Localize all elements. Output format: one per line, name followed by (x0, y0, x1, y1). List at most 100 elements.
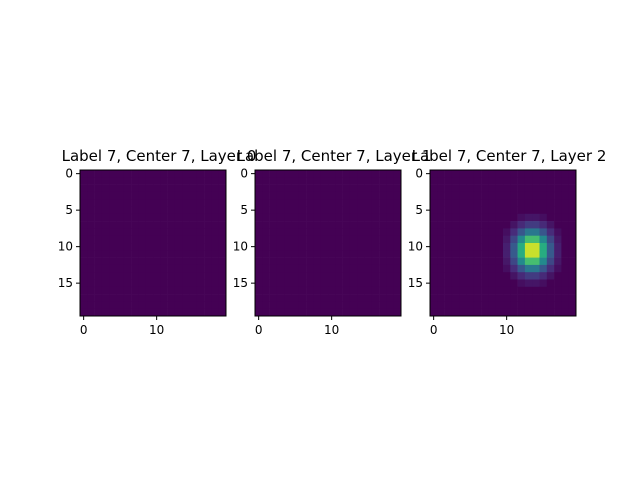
heatmap-cell (517, 177, 526, 185)
heatmap-cell (335, 286, 343, 295)
heatmap-cell (138, 301, 146, 309)
heatmap-cell (393, 199, 402, 207)
heatmap-cell (101, 279, 110, 288)
heatmap-cell (94, 177, 103, 185)
heatmap-cell (160, 257, 168, 266)
heatmap-cell (554, 272, 562, 280)
heatmap-cell (320, 294, 329, 302)
heatmap-cell (371, 177, 380, 185)
heatmap-cell (335, 191, 343, 200)
heatmap-cell (342, 199, 351, 207)
heatmap-cell (211, 301, 219, 309)
heatmap-cell (94, 170, 103, 178)
heatmap-cell (182, 301, 190, 309)
heatmap-cell (204, 206, 212, 215)
heatmap-cell (393, 170, 402, 178)
heatmap-cell (116, 213, 125, 222)
heatmap-cell (371, 243, 380, 251)
heatmap-cell (561, 301, 569, 309)
heatmap-cell (284, 170, 292, 178)
heatmap-cell (94, 191, 103, 200)
heatmap-cell (357, 264, 365, 273)
heatmap-cell (298, 264, 307, 273)
heatmap-cell (568, 301, 577, 309)
heatmap-cell (517, 294, 526, 302)
heatmap-cell (262, 308, 270, 317)
heatmap-cell (379, 301, 387, 309)
heatmap-cell (430, 170, 438, 178)
heatmap-cell (473, 294, 482, 302)
heatmap-cell (284, 199, 292, 207)
heatmap-cell (196, 184, 205, 193)
heatmap-cell (430, 294, 438, 302)
heatmap-cell (313, 177, 321, 185)
heatmap-cell (517, 257, 526, 266)
heatmap-cell (211, 177, 219, 185)
heatmap-cell (437, 286, 445, 295)
heatmap-cell (123, 286, 132, 295)
heatmap-cell (430, 213, 438, 222)
heatmap-cell (182, 206, 190, 215)
heatmap-cell (131, 221, 139, 229)
heatmap-cell (87, 243, 95, 251)
x-tick-label: 0 (255, 323, 263, 337)
heatmap-cell (459, 228, 467, 236)
heatmap-cell (335, 228, 343, 236)
heatmap-cell (539, 170, 548, 178)
heatmap-cell (532, 308, 540, 317)
heatmap-cell (371, 286, 380, 295)
heatmap-cell (503, 279, 511, 288)
heatmap-cell (167, 286, 176, 295)
heatmap-cell (189, 294, 198, 302)
heatmap-cell (328, 213, 336, 222)
heatmap-cell (269, 243, 278, 251)
heatmap-cell (276, 170, 285, 178)
heatmap-cell (495, 228, 504, 236)
heatmap-cell (459, 308, 467, 317)
heatmap-cell (393, 191, 402, 200)
heatmap-cell (364, 308, 373, 317)
heatmap-cell (94, 279, 103, 288)
heatmap-cell (109, 308, 117, 317)
heatmap-cell (561, 199, 569, 207)
heatmap-cell (386, 257, 394, 266)
heatmap-cell (430, 206, 438, 215)
heatmap-cell (211, 272, 219, 280)
heatmap-cell (204, 308, 212, 317)
heatmap-cell (459, 264, 467, 273)
heatmap-cell (182, 264, 190, 273)
heatmap-cell (546, 184, 555, 193)
heatmap-cell (473, 170, 482, 178)
heatmap-cell (379, 272, 387, 280)
heatmap-cell (204, 170, 212, 178)
heatmap-cell (116, 199, 125, 207)
heatmap-cell (153, 272, 161, 280)
heatmap-panel-2: 0 5 10 15 0 10 (408, 167, 577, 337)
heatmap-cell (495, 243, 504, 251)
heatmap-cell (342, 286, 351, 295)
heatmap-cell (306, 257, 314, 266)
heatmap-cell (466, 191, 475, 200)
heatmap-cell (364, 206, 373, 215)
heatmap-cell (517, 308, 526, 317)
heatmap-cell (138, 250, 146, 258)
heatmap-cell (488, 170, 496, 178)
heatmap-cell (503, 294, 511, 302)
heatmap-cell (298, 206, 307, 215)
heatmap-cell (524, 170, 533, 178)
heatmap-cell (466, 213, 475, 222)
heatmap-cell (437, 228, 445, 236)
heatmap-cell (510, 221, 518, 229)
heatmap-cell (379, 213, 387, 222)
heatmap-cell (473, 301, 482, 309)
heatmap-cell (393, 264, 402, 273)
heatmap-cell (371, 228, 380, 236)
heatmap-cell (262, 199, 270, 207)
heatmap-cell (349, 170, 358, 178)
heatmap-cell (153, 228, 161, 236)
heatmap-cell (167, 221, 176, 229)
heatmap-cell (174, 206, 183, 215)
heatmap-cell (138, 264, 146, 273)
heatmap-cell (313, 308, 321, 317)
heatmap-cell (80, 213, 88, 222)
